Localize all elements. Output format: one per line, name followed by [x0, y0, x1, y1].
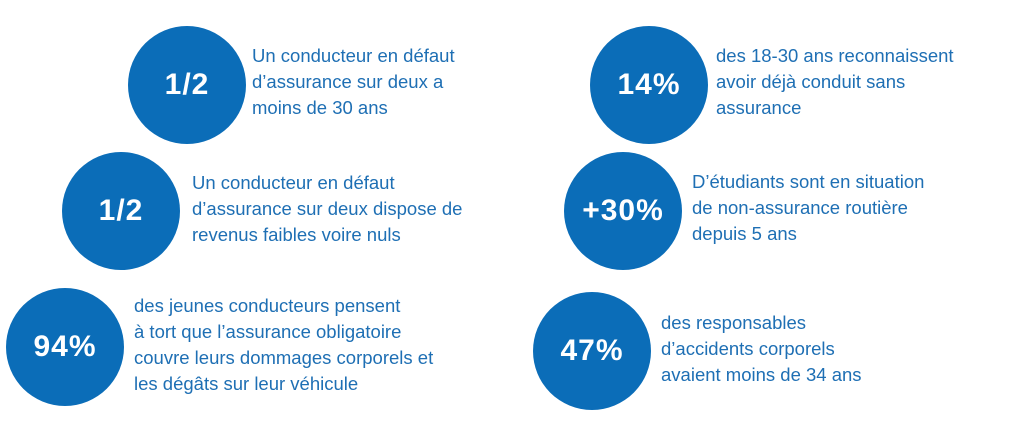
stat-description-line: d’accidents corporels — [661, 338, 835, 359]
stat-students-increase: +30% D’étudiants sont en situation de no… — [564, 152, 924, 270]
stat-circle: 47% — [533, 292, 651, 410]
stat-under-30-share: 1/2 Un conducteur en défaut d’assurance … — [128, 26, 455, 144]
stat-description-line: Un conducteur en défaut — [192, 172, 395, 193]
stat-description-line: les dégâts sur leur véhicule — [134, 373, 359, 394]
stat-accident-responsibles: 47% des responsables d’accidents corpore… — [533, 292, 862, 410]
stat-description-line: d’assurance sur deux a — [252, 71, 444, 92]
stat-description-line: avoir déjà conduit sans — [716, 71, 906, 92]
stat-description: des jeunes conducteurs pensent à tort qu… — [134, 293, 433, 397]
stat-description-line: des 18-30 ans reconnaissent — [716, 45, 954, 66]
stat-circle: 94% — [6, 288, 124, 406]
stat-value: 14% — [617, 68, 681, 101]
stat-description: des responsables d’accidents corporels a… — [661, 310, 862, 388]
stat-young-drivers-belief: 94% des jeunes conducteurs pensent à tor… — [6, 288, 433, 406]
stat-description: des 18-30 ans reconnaissent avoir déjà c… — [716, 43, 954, 121]
stat-description-line: des responsables — [661, 312, 807, 333]
stat-description-line: assurance — [716, 97, 802, 118]
stat-circle: +30% — [564, 152, 682, 270]
stat-18-30-admit: 14% des 18-30 ans reconnaissent avoir dé… — [590, 26, 954, 144]
stat-description-line: couvre leurs dommages corporels et — [134, 347, 434, 368]
stat-low-income-share: 1/2 Un conducteur en défaut d’assurance … — [62, 152, 462, 270]
stat-circle: 14% — [590, 26, 708, 144]
stat-description: Un conducteur en défaut d’assurance sur … — [252, 43, 455, 121]
stat-description: D’étudiants sont en situation de non-ass… — [692, 169, 924, 247]
stat-value: 1/2 — [98, 194, 144, 227]
stat-value: 1/2 — [164, 68, 210, 101]
stat-description-line: depuis 5 ans — [692, 223, 797, 244]
stat-description-line: moins de 30 ans — [252, 97, 388, 118]
stat-circle: 1/2 — [62, 152, 180, 270]
stat-value: 94% — [33, 330, 97, 363]
stat-circle: 1/2 — [128, 26, 246, 144]
stat-description-line: revenus faibles voire nuls — [192, 224, 401, 245]
stat-description: Un conducteur en défaut d’assurance sur … — [192, 170, 462, 248]
stat-description-line: à tort que l’assurance obligatoire — [134, 321, 402, 342]
stat-value: +30% — [582, 194, 664, 227]
stat-description-line: Un conducteur en défaut — [252, 45, 455, 66]
stat-description-line: avaient moins de 34 ans — [661, 364, 862, 385]
stat-description-line: de non-assurance routière — [692, 197, 908, 218]
stat-description-line: d’assurance sur deux dispose de — [192, 198, 463, 219]
stat-description-line: D’étudiants sont en situation — [692, 171, 925, 192]
stat-description-line: des jeunes conducteurs pensent — [134, 295, 401, 316]
stat-value: 47% — [560, 334, 624, 367]
